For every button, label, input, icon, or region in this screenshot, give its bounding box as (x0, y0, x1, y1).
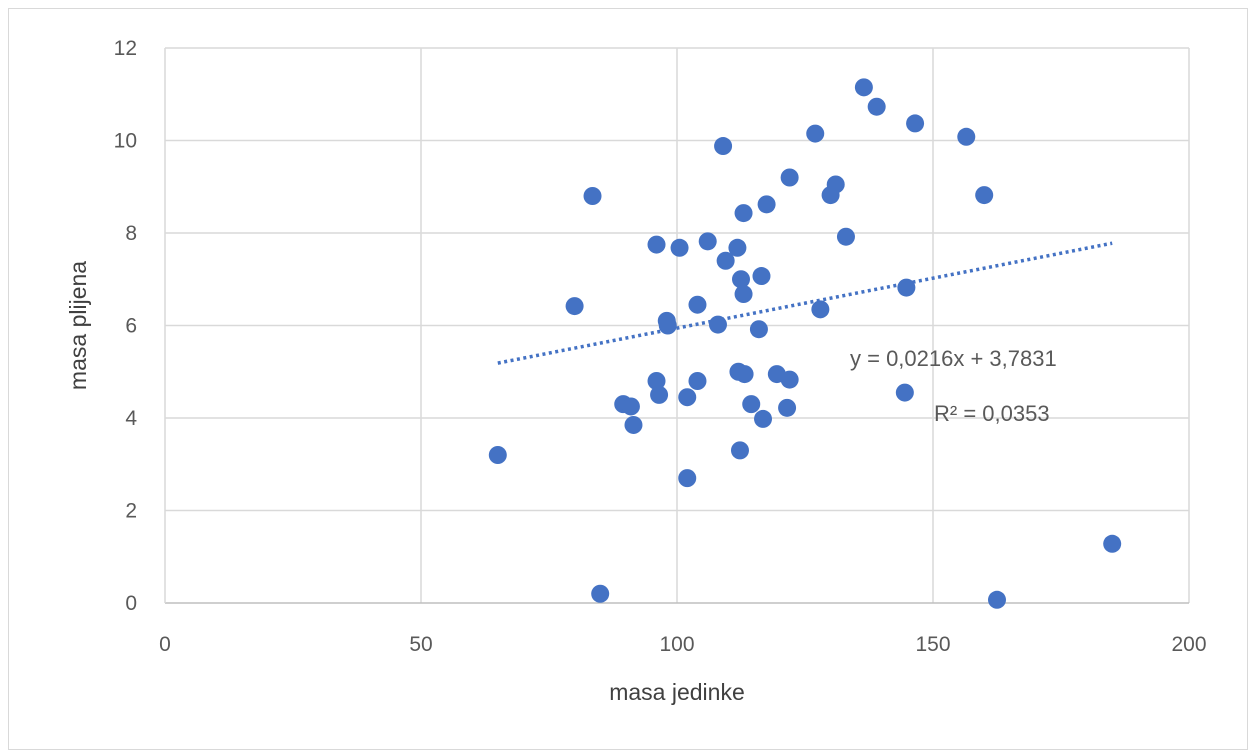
data-point (1103, 534, 1122, 553)
chart-frame (8, 8, 1248, 750)
data-point (728, 238, 747, 257)
y-tick-label: 6 (125, 315, 137, 338)
y-tick-label: 2 (125, 500, 137, 523)
trendline (497, 241, 1113, 365)
data-point (621, 397, 640, 416)
data-point (752, 267, 771, 286)
y-tick-label: 4 (125, 407, 137, 430)
gridlines (165, 47, 1190, 603)
data-point (749, 320, 768, 339)
x-tick-label: 100 (659, 633, 694, 656)
data-point (906, 114, 925, 133)
data-point (988, 590, 1006, 609)
data-point (647, 235, 666, 254)
data-point (780, 370, 799, 389)
data-point (734, 204, 753, 223)
data-point (957, 127, 976, 146)
data-point (688, 372, 707, 390)
trendline-group (497, 241, 1113, 365)
data-point (806, 124, 825, 143)
data-point (716, 251, 735, 270)
y-tick-label: 8 (125, 222, 137, 245)
data-point (708, 315, 727, 334)
data-point (714, 137, 733, 156)
data-point (734, 285, 753, 304)
data-point (897, 278, 916, 297)
data-point (895, 383, 914, 402)
data-point (591, 584, 610, 603)
x-tick-label: 200 (1171, 633, 1206, 656)
tick-labels: 0 2 4 6 8 10 12 0 50 100 150 200 (114, 37, 1207, 656)
data-point (698, 232, 717, 251)
data-point (867, 97, 886, 116)
data-point (670, 238, 689, 257)
data-point (826, 175, 845, 194)
data-point (488, 446, 507, 464)
y-tick-label: 12 (114, 37, 137, 60)
data-point (624, 415, 643, 434)
data-point (565, 297, 584, 316)
data-point (780, 168, 799, 187)
data-point (757, 195, 776, 214)
data-point (811, 300, 830, 319)
y-tick-label: 10 (114, 130, 137, 153)
data-point (836, 227, 855, 246)
data-point (975, 186, 994, 205)
x-tick-label: 0 (159, 633, 171, 656)
x-tick-label: 50 (409, 633, 432, 656)
data-point (650, 385, 669, 404)
data-point (678, 388, 697, 407)
data-point (778, 398, 797, 417)
r-squared-label: R² = 0,0353 (934, 401, 1050, 426)
data-points (488, 78, 1122, 609)
data-point (678, 469, 697, 488)
axes (164, 48, 1189, 604)
data-point (854, 78, 873, 97)
data-point (735, 365, 754, 384)
data-point (647, 372, 666, 390)
data-point (688, 295, 707, 314)
y-tick-label: 0 (125, 592, 137, 615)
data-point (583, 187, 602, 205)
data-point (754, 409, 773, 428)
data-point (730, 441, 749, 460)
x-axis-title: masa jedinke (609, 679, 745, 705)
data-point (732, 270, 750, 289)
data-point (658, 316, 677, 335)
data-point (742, 395, 761, 414)
x-tick-label: 150 (915, 633, 950, 656)
trendline-equation: y = 0,0216x + 3,7831 (850, 346, 1057, 371)
y-axis-title: masa plijena (65, 261, 91, 390)
